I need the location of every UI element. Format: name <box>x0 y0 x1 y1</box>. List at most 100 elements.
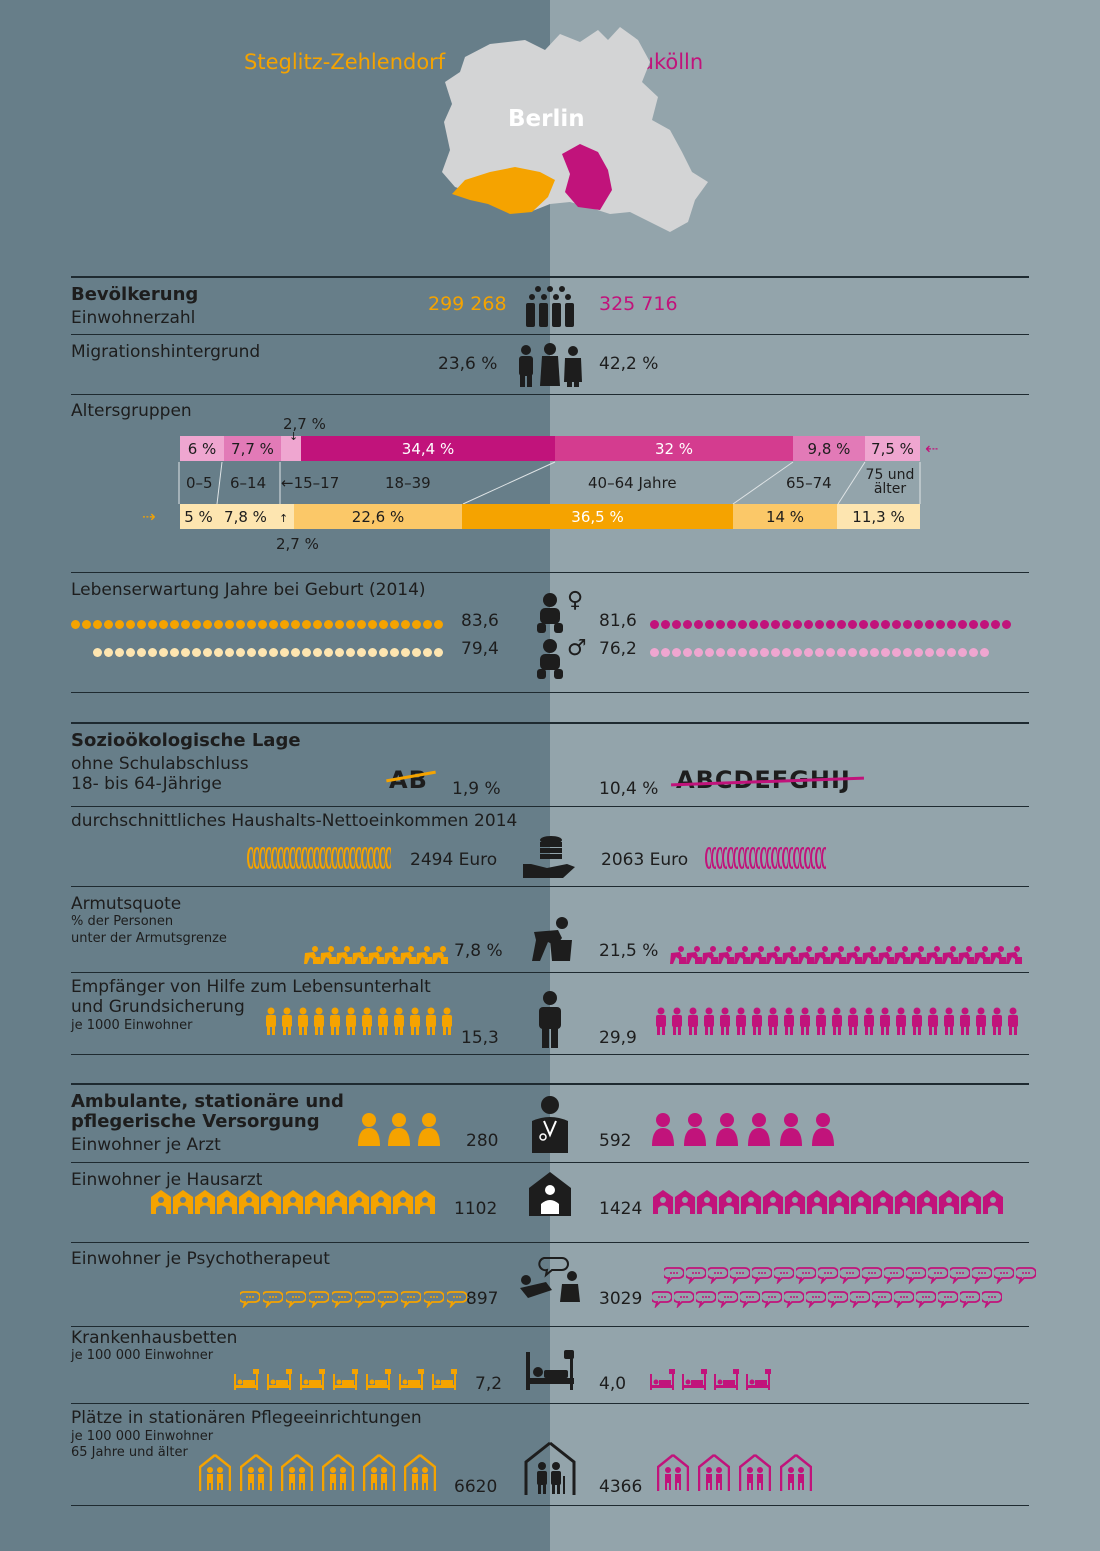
armut-left-value: 7,8 % <box>454 941 503 961</box>
life-dot <box>214 620 223 629</box>
neukoelln-age-0-5: 6 % <box>180 436 224 461</box>
person-bust-icon <box>418 1113 440 1146</box>
person-small-icon <box>442 1007 452 1035</box>
age-label-18-39: 18–39 <box>385 474 431 492</box>
person-small-icon <box>362 1007 372 1035</box>
schul-left-value: 1,9 % <box>452 779 501 799</box>
speech-bubble-icon <box>672 1291 695 1309</box>
arzt-right-icons <box>651 1112 843 1148</box>
person-small-icon <box>394 1007 404 1035</box>
speech-bubble-icon <box>904 1267 927 1285</box>
row-divider <box>71 692 1029 693</box>
person-small-icon <box>752 1007 762 1035</box>
bed-small-icon <box>366 1369 391 1390</box>
life-dot <box>71 620 80 629</box>
house-small-icon <box>239 1190 259 1214</box>
house-small-icon <box>917 1190 937 1214</box>
life-dot <box>390 620 399 629</box>
life-dot <box>302 648 311 657</box>
house-small-icon <box>349 1190 369 1214</box>
altersgruppen-label: Altersgruppen <box>71 401 192 421</box>
speech-bubble-icon <box>694 1291 717 1309</box>
speech-bubble-icon <box>307 1291 330 1309</box>
life-dot <box>280 620 289 629</box>
poverty-small-icon <box>750 946 766 964</box>
steglitz-age-6-14: 7,8 % <box>217 504 274 529</box>
life-male-right-dots <box>650 642 991 657</box>
life-dot <box>738 648 747 657</box>
hausarzt-label: Einwohner je Hausarzt <box>71 1170 263 1190</box>
section-divider <box>71 276 1029 278</box>
person-small-icon <box>912 1007 922 1035</box>
life-dot <box>423 648 432 657</box>
person-bust-icon <box>780 1113 802 1146</box>
row-divider <box>71 806 1029 807</box>
poverty-small-icon <box>894 946 910 964</box>
row-divider <box>71 1162 1029 1163</box>
life-dot <box>346 620 355 629</box>
life-dot <box>236 620 245 629</box>
life-dot <box>694 648 703 657</box>
life-dot <box>258 648 267 657</box>
care-home-small-icon <box>656 1454 690 1491</box>
poverty-small-icon <box>670 946 686 964</box>
poverty-small-icon <box>432 946 448 964</box>
hospital-bed-right-icons <box>649 1368 777 1392</box>
life-dot <box>93 648 102 657</box>
life-dot <box>159 620 168 629</box>
schulabschluss-label: ohne Schulabschluss <box>71 754 249 774</box>
life-dot <box>903 620 912 629</box>
speech-bubble-icon <box>926 1267 949 1285</box>
life-dot <box>870 620 879 629</box>
coins-right-icon <box>705 846 829 870</box>
house-small-icon <box>261 1190 281 1214</box>
krankenhaus-right-value: 4,0 <box>599 1374 627 1394</box>
life-dot <box>947 620 956 629</box>
speech-bubble-icon <box>738 1291 761 1309</box>
life-dot <box>148 620 157 629</box>
money-hand-icon <box>523 836 575 878</box>
age-connector-lines <box>178 461 921 505</box>
male-icon: ♂ <box>567 636 587 661</box>
life-dot <box>104 648 113 657</box>
life-dot <box>225 648 234 657</box>
speech-bubble-icon <box>399 1291 422 1309</box>
life-dot <box>137 648 146 657</box>
house-small-icon <box>151 1190 171 1214</box>
hilfe-label-1: Empfänger von Hilfe zum Lebensunterhalt <box>71 977 431 997</box>
pflege-sub-2: 65 Jahre und älter <box>71 1445 188 1460</box>
einwohner-left-value: 299 268 <box>428 293 507 315</box>
care-home-small-icon <box>321 1454 355 1491</box>
help-left-icons <box>263 1007 455 1037</box>
armut-sub-1: % der Personen <box>71 914 174 929</box>
pflege-label: Plätze in stationären Pflegeeinrichtunge… <box>71 1408 422 1428</box>
life-dot <box>269 620 278 629</box>
care-home-small-icon <box>697 1454 731 1491</box>
speech-bubble-icon <box>782 1291 805 1309</box>
speech-bubble-icon <box>970 1267 993 1285</box>
speech-bubble-icon <box>353 1291 376 1309</box>
house-doctor-icon <box>529 1172 571 1216</box>
person-small-icon <box>816 1007 826 1035</box>
poverty-small-icon <box>718 946 734 964</box>
speech-bubble-icon <box>650 1291 673 1309</box>
therapist-icon <box>520 1257 580 1302</box>
row-divider <box>71 1242 1029 1243</box>
person-small-icon <box>1008 1007 1018 1035</box>
speech-bubble-icon <box>794 1267 817 1285</box>
speech-bubble-icon <box>330 1291 353 1309</box>
person-small-icon <box>426 1007 436 1035</box>
care-home-left-icons <box>198 1453 445 1493</box>
house-small-icon <box>327 1190 347 1214</box>
life-dot <box>313 620 322 629</box>
life-dot <box>760 620 769 629</box>
life-dot <box>672 620 681 629</box>
migration-left-value: 23,6 % <box>438 354 498 374</box>
speech-bubble-icon <box>958 1291 981 1309</box>
life-dot <box>82 620 91 629</box>
life-dot <box>247 620 256 629</box>
help-right-icons <box>653 1007 1021 1037</box>
care-home-small-icon <box>239 1454 273 1491</box>
care-home-small-icon <box>403 1454 437 1491</box>
life-dot <box>126 648 135 657</box>
